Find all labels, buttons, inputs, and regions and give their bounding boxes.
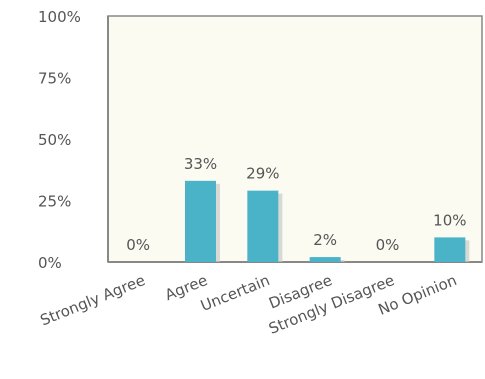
bar-agree bbox=[185, 180, 216, 262]
data-label: 10% bbox=[433, 211, 466, 229]
bars bbox=[185, 180, 470, 262]
y-tick-label: 100% bbox=[38, 8, 81, 26]
data-label: 0% bbox=[376, 236, 400, 254]
y-tick-label: 75% bbox=[38, 70, 71, 88]
data-label: 0% bbox=[126, 236, 150, 254]
plot-background bbox=[107, 15, 483, 263]
bar-disagree bbox=[309, 257, 341, 262]
bar-uncertain bbox=[247, 190, 279, 262]
data-label: 33% bbox=[184, 155, 217, 173]
data-label: 2% bbox=[313, 231, 337, 249]
plot-area bbox=[107, 15, 483, 263]
x-axis-labels: Strongly Agree AgreeUncertainDisagreeStro… bbox=[38, 271, 460, 338]
data-label: 29% bbox=[246, 165, 279, 183]
y-tick-label: 0% bbox=[38, 254, 62, 272]
y-tick-label: 25% bbox=[38, 193, 71, 211]
x-category-label: Uncertain bbox=[198, 271, 272, 315]
x-category-label: Strongly Agree bbox=[38, 271, 148, 329]
y-tick-label: 50% bbox=[38, 131, 71, 149]
y-axis: 0% 25% 50% 75% 100% bbox=[38, 8, 81, 272]
bar-no-opinion bbox=[434, 237, 466, 262]
data-labels: 0% 33% 29% 2% 0% 10% bbox=[126, 155, 466, 254]
